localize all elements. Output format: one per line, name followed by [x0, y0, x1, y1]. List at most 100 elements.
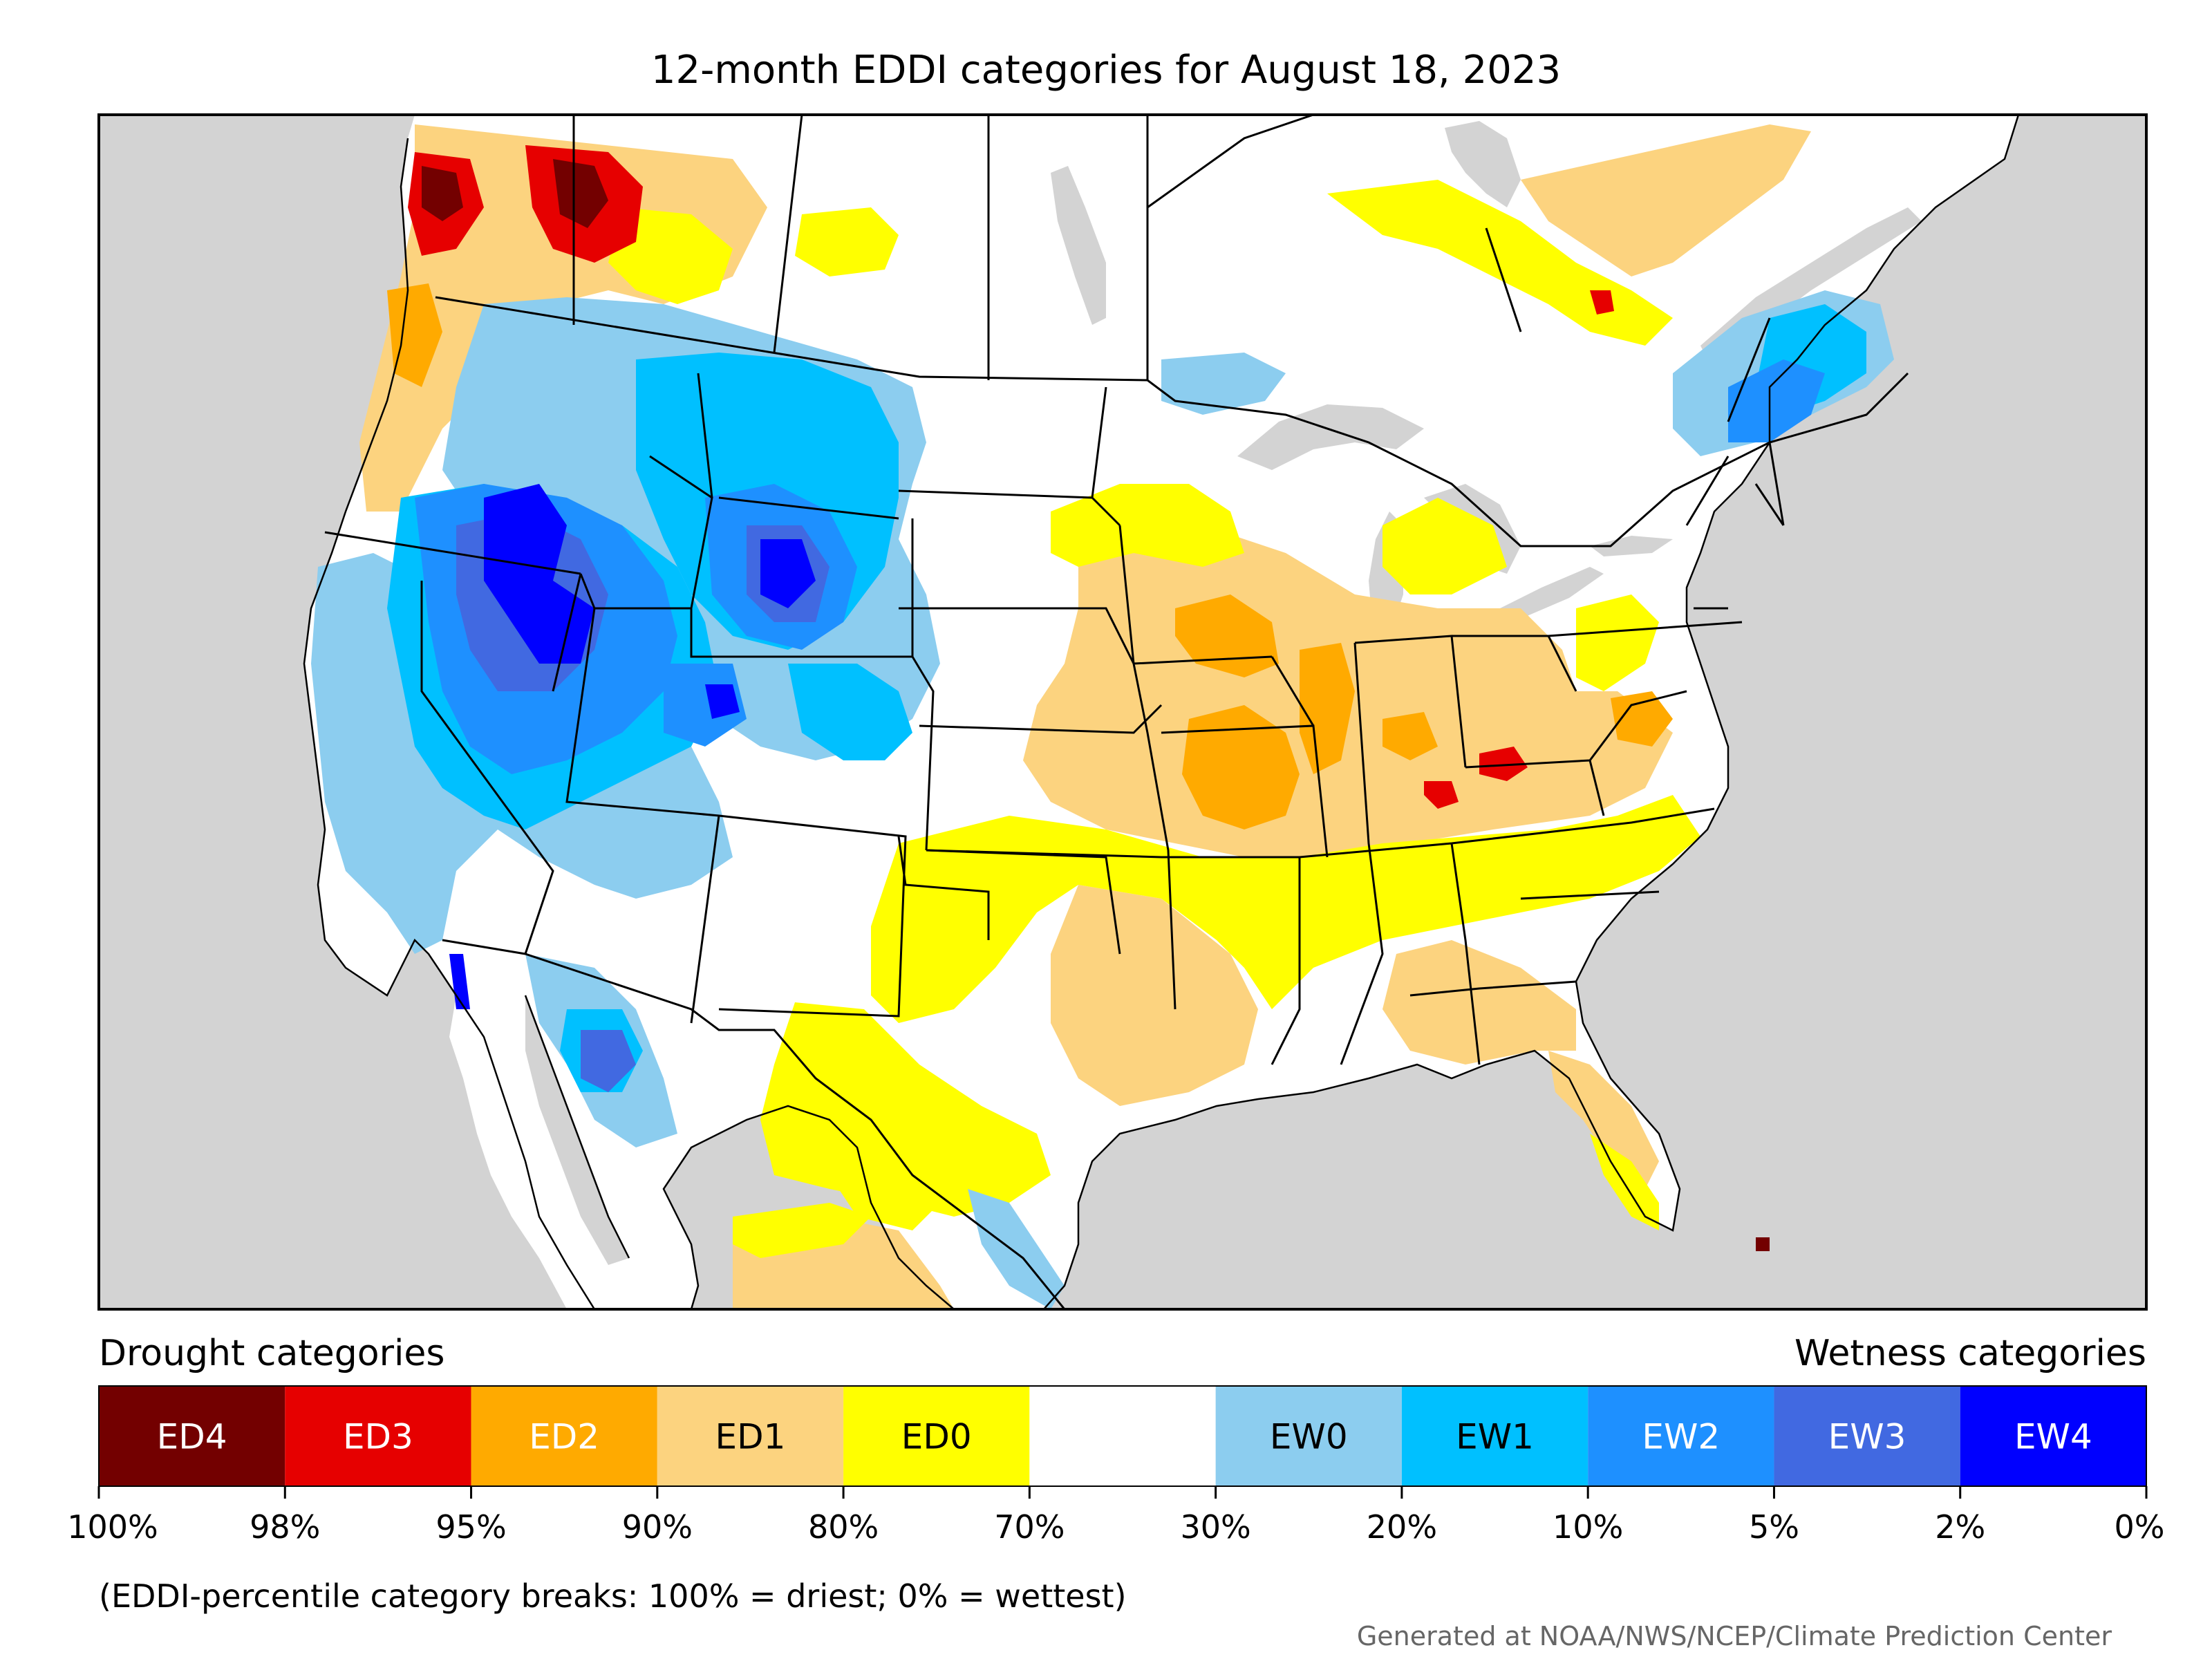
legend-tick-label: 10% [1553, 1508, 1623, 1546]
region-ed3-kentucky [1479, 747, 1528, 781]
border-canada-provinces [572, 115, 1771, 422]
legend-tick-label: 90% [622, 1508, 693, 1546]
legend-category-label: EW0 [1270, 1417, 1348, 1457]
legend-category-label: ED3 [343, 1417, 413, 1457]
legend-swatch: ED2 [471, 1386, 657, 1486]
region-ed3-indiana [1424, 781, 1459, 809]
legend-category-label: ED4 [157, 1417, 227, 1457]
region-ed1-gulf-coast [1051, 885, 1258, 1106]
eddi-category-layer [311, 124, 1894, 1309]
region-ed2-illinois [1300, 643, 1355, 774]
region-ew1-colorado [788, 664, 912, 760]
legend-swatch-fill [285, 1386, 471, 1486]
region-ed0-saskatchewan [795, 207, 899, 276]
region-ed3-quebec [1590, 290, 1614, 315]
legend-colorbar-outline [98, 1385, 2147, 1487]
region-ed0-montana [608, 207, 733, 304]
water-lake-winnipeg [1051, 166, 1106, 325]
legend-swatch: EW2 [1588, 1386, 1774, 1486]
legend-swatch: EW1 [1401, 1386, 1588, 1486]
legend-category-label: ED2 [529, 1417, 599, 1457]
region-ed0-southern-plains [871, 795, 1700, 1023]
water-lake-erie [1500, 567, 1604, 619]
legend-tick-label: 100% [67, 1508, 158, 1546]
region-ed0-mexico [830, 1134, 940, 1230]
region-ed1-florida [1548, 1051, 1659, 1189]
coastline-gulf-of-california [524, 995, 630, 1259]
water-lake-nipigon [1445, 121, 1521, 207]
region-ed1-quebec [1521, 124, 1811, 276]
percentile-note: (EDDI-percentile category breaks: 100% =… [99, 1577, 1127, 1615]
credit-text: Generated at NOAA/NWS/NCEP/Climate Predi… [1357, 1621, 2112, 1651]
region-ed0-michigan [1382, 498, 1507, 594]
legend-tick-label: 0% [2115, 1508, 2165, 1546]
coastline-gulf [662, 115, 2020, 1309]
map-panel [97, 113, 2148, 1311]
legend-category-label: EW1 [1456, 1417, 1534, 1457]
legend: Drought categories Wetness categories ED… [67, 1333, 2164, 1546]
legend-swatch: ED4 [99, 1386, 285, 1486]
legend-swatch: ED0 [843, 1386, 1030, 1486]
legend-tick-label: 80% [808, 1508, 879, 1546]
region-ew0-north-dakota [1161, 353, 1286, 415]
water-lake-ontario [1590, 536, 1673, 556]
legend-tick-label: 20% [1367, 1508, 1437, 1546]
region-ew4-baja [449, 954, 470, 1009]
legend-swatch-fill [1960, 1386, 2146, 1486]
legend-category-label: EW4 [2014, 1417, 2092, 1457]
region-ed4-alberta [553, 159, 608, 228]
legend-tick-label: 2% [1935, 1508, 1985, 1546]
region-ew4-colorado [705, 684, 740, 719]
legend-swatch: EW0 [1215, 1386, 1402, 1486]
legend-category-label: ED0 [901, 1417, 972, 1457]
region-ed0-ontario-north [1327, 180, 1673, 346]
legend-swatch-fill [843, 1386, 1030, 1486]
legend-ticks: 100% 98% 95% 90% 80% 70% 30% 20% 10% 5% 2% 0% [67, 1486, 2164, 1546]
legend-swatch-fill [1588, 1386, 1774, 1486]
legend-swatch [1029, 1386, 1216, 1486]
legend-swatch: EW4 [1960, 1386, 2146, 1486]
legend-category-label: EW2 [1642, 1417, 1720, 1457]
legend-swatch: ED3 [285, 1386, 471, 1486]
political-boundaries [324, 115, 1909, 1309]
legend-tick-label: 98% [250, 1508, 320, 1546]
region-ed4-bc [422, 166, 463, 221]
region-ed2-oregon-coast [387, 283, 442, 387]
legend-tick-label: 95% [435, 1508, 506, 1546]
coastlines [303, 115, 2020, 1309]
region-ew3-arizona [581, 1030, 636, 1092]
border-east-states [1354, 442, 1785, 997]
region-ed2-kentucky [1382, 712, 1438, 760]
legend-swatch-fill [657, 1386, 844, 1486]
wetness-categories-label: Wetness categories [1794, 1333, 2146, 1374]
region-ew4-great-basin [484, 484, 594, 664]
region-ed0-texas-south [760, 1002, 1051, 1217]
legend-tick-label: 70% [994, 1508, 1065, 1546]
legend-tick-label: 30% [1181, 1508, 1251, 1546]
land-baja [449, 995, 608, 1309]
region-ed0-south-tx-lower [733, 1203, 871, 1258]
region-ew2-maine [1728, 359, 1825, 442]
legend-tick-label: 5% [1749, 1508, 1799, 1546]
region-ed1-southeast [1382, 940, 1576, 1065]
legend-swatch-fill [1029, 1386, 1216, 1486]
water-lake-superior [1237, 404, 1424, 470]
map-title: 12-month EDDI categories for August 18, … [651, 48, 1561, 93]
legend-swatch: ED1 [657, 1386, 844, 1486]
legend-swatch-fill [1215, 1386, 1402, 1486]
border-west-states [324, 373, 1121, 1024]
legend-category-label: ED1 [715, 1417, 786, 1457]
drought-categories-label: Drought categories [99, 1333, 445, 1374]
region-ed2-virginia [1611, 691, 1673, 747]
legend-swatch-fill [471, 1386, 657, 1486]
map-frame-border [97, 113, 2148, 1311]
legend-swatch: EW3 [1774, 1386, 1960, 1486]
border-us-mexico [442, 939, 1066, 1309]
legend-category-label: EW3 [1828, 1417, 1906, 1457]
legend-colorbar: ED4 ED3 ED2 ED1 ED0 EW0 EW1 EW2 EW3 EW4 [98, 1385, 2147, 1487]
region-ed4-bahamas [1756, 1237, 1770, 1251]
coastline-pacific [303, 138, 596, 1309]
region-ew4-wyoming [760, 539, 816, 608]
legend-swatch-fill [99, 1386, 285, 1486]
